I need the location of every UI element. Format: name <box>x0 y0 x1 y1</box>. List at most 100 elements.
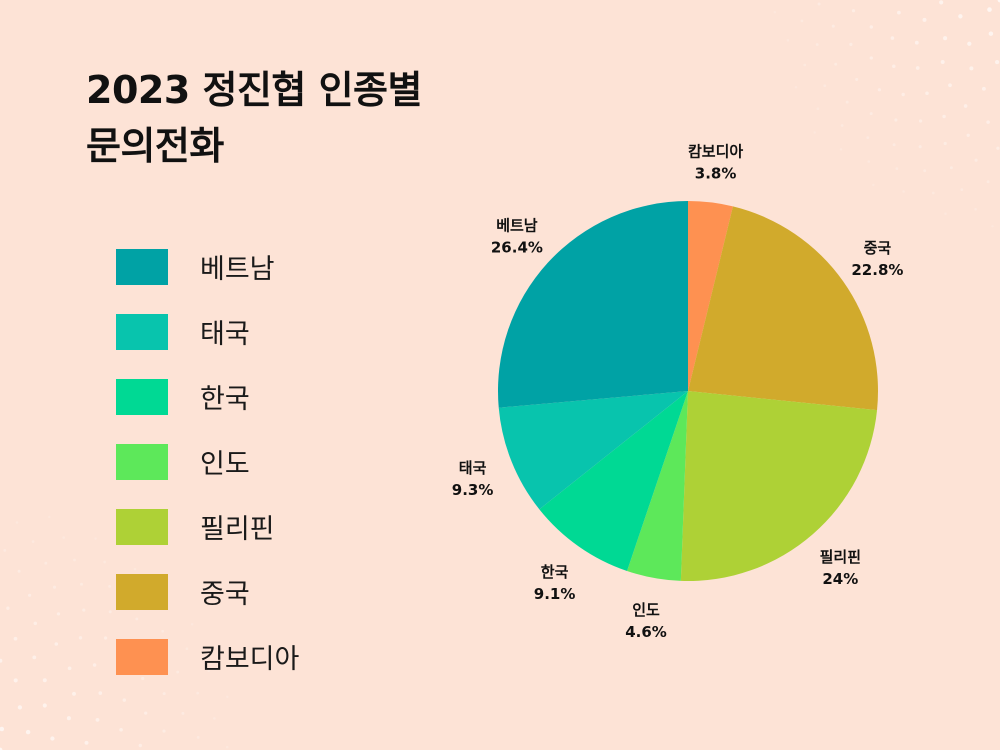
decorative-dot <box>816 107 820 110</box>
legend-label: 인도 <box>200 449 250 480</box>
decorative-dot <box>162 729 166 733</box>
decorative-dot <box>133 567 137 571</box>
decorative-dot <box>32 655 37 660</box>
decorative-dot <box>73 558 76 562</box>
pie-slice <box>688 201 733 391</box>
decorative-dot <box>213 717 216 720</box>
decorative-dot <box>995 60 1000 65</box>
pie-slice <box>539 391 688 571</box>
decorative-dot <box>44 561 48 565</box>
decorative-dot <box>15 521 19 524</box>
legend-item-korea: 한국 <box>116 364 299 429</box>
decorative-dot <box>80 582 83 586</box>
decorative-dot <box>986 180 990 184</box>
decorative-dot <box>95 718 100 722</box>
decorative-dot <box>894 118 898 122</box>
decorative-dot <box>834 62 838 66</box>
legend-item-philippines: 필리핀 <box>116 494 299 559</box>
decorative-dot <box>108 584 112 588</box>
decorative-dot <box>949 166 953 170</box>
decorative-dot <box>867 160 871 163</box>
decorative-dot <box>144 711 148 715</box>
decorative-dot <box>877 88 882 92</box>
decorative-dot <box>974 207 977 211</box>
slice-label-value: 26.4% <box>491 238 543 256</box>
decorative-dot <box>13 636 18 641</box>
legend-swatch <box>116 313 168 350</box>
legend-label: 베트남 <box>200 254 275 285</box>
decorative-dot <box>225 745 229 749</box>
slice-label-value: 4.6% <box>625 623 667 641</box>
decorative-dot <box>986 120 990 124</box>
decorative-dot <box>869 56 873 60</box>
legend-label: 필리핀 <box>200 514 275 545</box>
legend-label: 한국 <box>200 384 250 415</box>
slice-label-value: 22.8% <box>851 261 903 279</box>
decorative-dot <box>42 703 47 708</box>
decorative-dot <box>0 726 5 732</box>
decorative-dot <box>974 158 978 162</box>
slice-label-name: 인도 <box>632 601 660 619</box>
decorative-dot <box>103 636 108 640</box>
decorative-dot <box>981 86 986 91</box>
decorative-dot <box>794 86 798 89</box>
decorative-dot <box>98 691 103 695</box>
title-line-2: 문의전화 <box>86 124 224 168</box>
slice-label: 캄보디아 3.8% <box>688 143 743 183</box>
decorative-dot <box>890 36 895 40</box>
decorative-dot <box>901 92 905 97</box>
decorative-dot <box>6 606 10 610</box>
decorative-dot <box>872 183 875 187</box>
decorative-dot <box>925 91 929 96</box>
decorative-dot <box>176 670 180 674</box>
legend-label: 캄보디아 <box>200 644 300 675</box>
decorative-dot <box>82 608 86 612</box>
decorative-dot <box>50 736 55 741</box>
decorative-dot <box>840 124 844 127</box>
decorative-dot <box>943 36 948 41</box>
legend-swatch <box>116 638 168 675</box>
legend-swatch <box>116 508 168 545</box>
decorative-dot <box>773 10 777 14</box>
decorative-dot <box>54 642 59 646</box>
decorative-dot <box>914 40 919 45</box>
decorative-dot <box>918 119 923 123</box>
decorative-dot <box>66 716 71 721</box>
decorative-dot <box>969 66 974 71</box>
legend-item-thailand: 태국 <box>116 299 299 364</box>
decorative-dot <box>141 676 145 681</box>
decorative-dot <box>915 66 920 70</box>
decorative-dot <box>997 0 1000 3</box>
pie-slice <box>627 391 688 581</box>
decorative-dot <box>56 612 61 616</box>
decorative-dot <box>996 146 1000 150</box>
decorative-dot <box>948 83 952 88</box>
decorative-dot <box>823 84 827 88</box>
decorative-dot <box>942 114 946 119</box>
decorative-dot <box>92 663 97 667</box>
decorative-dot <box>0 747 3 750</box>
legend-label: 태국 <box>200 319 250 350</box>
slice-label-value: 9.1% <box>534 585 576 603</box>
decorative-dot <box>135 617 139 621</box>
pie-slice <box>680 391 878 581</box>
decorative-dot <box>108 610 112 614</box>
decorative-dot <box>869 112 873 116</box>
decorative-dot <box>33 621 38 626</box>
slice-label: 인도 4.6% <box>625 601 667 641</box>
decorative-dot <box>119 728 123 732</box>
decorative-dot <box>94 537 97 540</box>
decorative-dot <box>42 678 47 683</box>
decorative-dot <box>931 191 935 195</box>
decorative-dot <box>25 729 31 735</box>
decorative-dot <box>52 585 57 589</box>
decorative-dot <box>923 169 927 173</box>
decorative-dot <box>895 167 899 170</box>
legend-swatch <box>116 573 168 610</box>
decorative-dot <box>0 658 3 663</box>
decorative-dot <box>138 743 142 748</box>
legend-swatch <box>116 378 168 415</box>
slice-label-name: 중국 <box>864 239 892 257</box>
